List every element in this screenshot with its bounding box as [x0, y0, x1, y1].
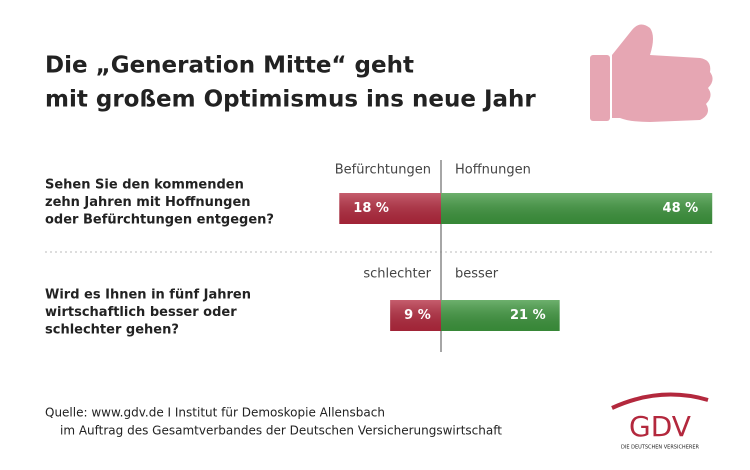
question-line: zehn Jahren mit Hoffnungen	[45, 195, 251, 210]
value-label: 9 %	[404, 308, 431, 323]
bar-shade	[441, 300, 560, 331]
title-line: Die „Generation Mitte“ geht	[45, 53, 414, 79]
question-line: Wird es Ihnen in fünf Jahren	[45, 288, 251, 303]
logo: GDV	[629, 410, 691, 443]
source-line: Quelle: www.gdv.de I Institut für Demosk…	[45, 406, 385, 420]
side-label: schlechter	[363, 267, 431, 282]
question-line: schlechter gehen?	[45, 323, 179, 338]
side-label: Befürchtungen	[335, 163, 431, 178]
bar-shade	[390, 300, 441, 331]
side-label: Hoffnungen	[455, 163, 531, 178]
question-line: wirtschaftlich besser oder	[45, 305, 237, 320]
thumb-icon	[590, 24, 713, 123]
source-line: im Auftrag des Gesamtverbandes der Deuts…	[60, 424, 502, 438]
bar-shade	[339, 193, 441, 224]
value-label: 48 %	[663, 201, 699, 216]
question-line: oder Befürchtungen entgegen?	[45, 213, 274, 228]
value-label: 18 %	[353, 201, 389, 216]
logo-tagline: DIE DEUTSCHEN VERSICHERER	[621, 445, 699, 451]
bar-shade	[441, 193, 713, 224]
logo-arc	[611, 392, 709, 410]
question-line: Sehen Sie den kommenden	[45, 178, 244, 193]
title-line: mit großem Optimismus ins neue Jahr	[45, 87, 536, 113]
value-label: 21 %	[510, 308, 546, 323]
side-label: besser	[455, 267, 499, 282]
